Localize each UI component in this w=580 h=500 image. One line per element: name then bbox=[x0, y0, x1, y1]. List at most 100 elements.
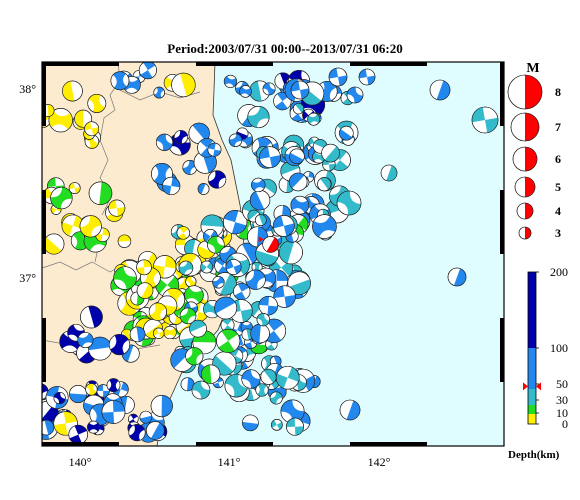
focal-mechanism bbox=[223, 74, 237, 88]
focal-mechanism bbox=[62, 80, 83, 102]
focal-mechanism bbox=[262, 236, 279, 253]
focal-mechanism bbox=[68, 424, 88, 445]
focal-mechanism bbox=[162, 176, 181, 196]
magnitude-level-label: 5 bbox=[555, 180, 561, 194]
focal-mechanism bbox=[113, 266, 137, 290]
focal-mechanism bbox=[108, 199, 126, 217]
focal-mechanism bbox=[250, 323, 270, 344]
lat-label-37: 37° bbox=[19, 271, 36, 285]
focal-mechanism bbox=[207, 142, 222, 157]
focal-mechanism bbox=[471, 106, 499, 134]
focal-mechanism bbox=[307, 112, 321, 126]
focal-mechanism bbox=[68, 182, 81, 194]
frame-band bbox=[350, 442, 427, 446]
focal-mechanism bbox=[163, 325, 177, 340]
focal-mechanism bbox=[220, 318, 235, 333]
focal-mechanism bbox=[145, 421, 165, 440]
lon-label-142: 142° bbox=[368, 455, 391, 469]
focal-mechanism bbox=[173, 130, 189, 145]
focal-mechanism bbox=[197, 183, 210, 195]
focal-mechanism bbox=[429, 79, 451, 101]
focal-mechanism bbox=[328, 67, 348, 87]
focal-mechanism bbox=[136, 282, 154, 299]
focal-mechanism bbox=[292, 103, 305, 115]
focal-mechanism bbox=[53, 391, 66, 405]
depth-color-segment bbox=[528, 272, 536, 348]
focal-mechanism bbox=[42, 419, 55, 436]
main-earthquake-marker bbox=[258, 236, 279, 253]
focal-mechanism bbox=[518, 226, 532, 240]
focal-mechanism bbox=[148, 302, 167, 321]
frame-band bbox=[196, 62, 273, 66]
focal-mechanism bbox=[106, 378, 121, 393]
focal-mechanism bbox=[171, 72, 196, 98]
focal-mechanism bbox=[286, 417, 304, 436]
focal-mechanism bbox=[201, 364, 221, 384]
focal-mechanism bbox=[339, 399, 361, 421]
focal-mechanism bbox=[110, 71, 130, 91]
focal-mechanism bbox=[336, 190, 362, 216]
depth-color-segment bbox=[528, 389, 536, 405]
depth-tick-label: 30 bbox=[556, 393, 568, 407]
focal-mechanism bbox=[507, 74, 543, 110]
magnitude-level-label: 6 bbox=[555, 152, 561, 166]
focal-mechanism bbox=[312, 214, 337, 239]
magnitude-legend: 8 7 6 5 4 3 bbox=[507, 74, 561, 240]
focal-mechanism bbox=[184, 285, 204, 305]
focal-mechanism bbox=[153, 327, 165, 339]
focal-mechanism bbox=[321, 143, 340, 163]
focal-mechanism bbox=[255, 383, 269, 397]
lat-label-38: 38° bbox=[19, 82, 36, 96]
focal-mechanism bbox=[176, 226, 191, 240]
magnitude-level-label: 7 bbox=[555, 120, 561, 134]
focal-mechanism bbox=[290, 80, 310, 100]
main-event-pointer-icon bbox=[258, 236, 264, 243]
focal-mechanism bbox=[129, 326, 146, 343]
focal-mechanism bbox=[138, 62, 157, 80]
focal-mechanism bbox=[207, 170, 227, 189]
focal-mechanism bbox=[117, 234, 132, 248]
focal-mechanism bbox=[136, 259, 152, 276]
focal-mechanism bbox=[259, 146, 281, 169]
focal-mechanism bbox=[207, 235, 225, 254]
focal-mechanism bbox=[233, 282, 251, 301]
focal-mechanism bbox=[77, 332, 94, 349]
focal-mechanism bbox=[510, 112, 540, 142]
lon-label-141: 141° bbox=[218, 455, 241, 469]
focal-mechanism bbox=[514, 176, 536, 198]
focal-mechanism bbox=[242, 414, 259, 432]
focal-mechanism bbox=[216, 328, 241, 353]
focal-mechanism bbox=[262, 82, 276, 96]
focal-mechanism bbox=[239, 85, 252, 98]
focal-mechanism bbox=[79, 215, 102, 238]
depth-color-segment bbox=[528, 405, 536, 414]
frame-band bbox=[500, 62, 504, 126]
depth-tick-label: 0 bbox=[562, 417, 568, 431]
depth-tick-label: 100 bbox=[550, 341, 568, 355]
focal-mechanism bbox=[272, 215, 295, 237]
focal-mechanism bbox=[289, 148, 305, 164]
focal-mechanism bbox=[256, 312, 270, 327]
frame-band bbox=[42, 62, 46, 126]
magnitude-legend-header: M bbox=[526, 61, 539, 76]
focal-mechanism bbox=[212, 276, 225, 289]
focal-mechanism bbox=[153, 86, 165, 99]
earthquake-mechanisms bbox=[42, 62, 499, 445]
focal-mechanism bbox=[247, 105, 270, 129]
focal-mechanism bbox=[80, 305, 103, 329]
focal-mechanism bbox=[245, 269, 266, 290]
focal-mechanism bbox=[288, 172, 308, 192]
focal-mechanism bbox=[87, 94, 107, 113]
focal-mechanism bbox=[48, 108, 73, 133]
focal-mechanism bbox=[447, 267, 467, 287]
focal-mechanism bbox=[271, 418, 283, 431]
depth-tick-label: 10 bbox=[556, 406, 568, 420]
focal-mechanism bbox=[254, 214, 267, 226]
magnitude-level-label: 3 bbox=[555, 226, 561, 240]
frame-band bbox=[500, 318, 504, 382]
focal-mechanism bbox=[87, 420, 100, 434]
focal-mechanism bbox=[258, 295, 278, 316]
focal-mechanism bbox=[380, 164, 398, 182]
